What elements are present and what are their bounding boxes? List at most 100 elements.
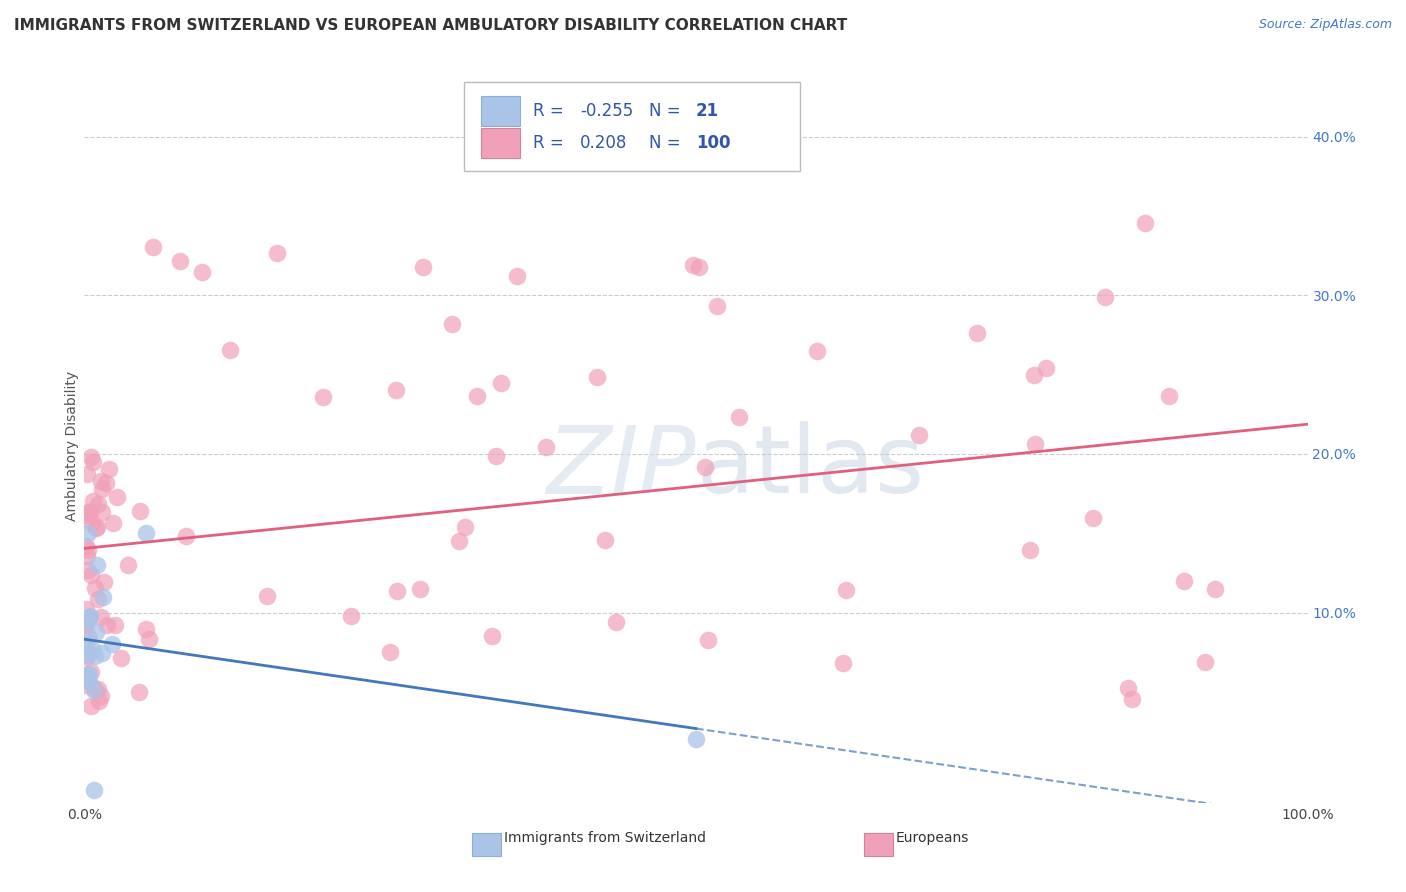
Point <box>412 260 434 274</box>
Point <box>117 558 139 573</box>
FancyBboxPatch shape <box>863 833 893 855</box>
Point <box>75 668 97 682</box>
Point <box>219 343 242 357</box>
Point <box>110 651 132 665</box>
Point <box>728 410 751 425</box>
Point <box>77 611 100 625</box>
Point <box>91 646 114 660</box>
Point <box>135 622 157 636</box>
FancyBboxPatch shape <box>481 128 520 158</box>
Text: atlas: atlas <box>696 421 924 514</box>
Point <box>605 615 627 629</box>
Point <box>1116 681 1139 695</box>
Point <box>79 666 101 681</box>
Point <box>1081 510 1104 524</box>
Point <box>685 732 707 747</box>
Point <box>706 299 728 313</box>
Point <box>76 549 98 563</box>
FancyBboxPatch shape <box>481 95 520 126</box>
Point <box>586 370 609 384</box>
Point <box>835 582 858 597</box>
Point <box>1121 692 1143 706</box>
Point <box>77 610 100 624</box>
Point <box>86 558 108 572</box>
Point <box>387 583 409 598</box>
Point <box>1204 582 1226 596</box>
Point <box>80 568 103 582</box>
Point <box>441 318 464 332</box>
Point <box>340 609 363 624</box>
Text: R =: R = <box>533 102 569 120</box>
Point <box>1194 655 1216 669</box>
Point <box>593 533 616 547</box>
Point <box>75 616 97 631</box>
Point <box>453 520 475 534</box>
Point <box>385 384 408 398</box>
Point <box>105 491 128 505</box>
Point <box>104 618 127 632</box>
Point <box>75 641 97 656</box>
Point <box>682 258 704 272</box>
Point <box>75 678 97 692</box>
Point <box>695 460 717 475</box>
Point <box>75 648 97 662</box>
Point <box>76 668 98 682</box>
Point <box>101 516 124 530</box>
Point <box>77 505 100 519</box>
Point <box>80 665 103 679</box>
Point <box>82 455 104 469</box>
Point <box>90 609 112 624</box>
Y-axis label: Ambulatory Disability: Ambulatory Disability <box>65 371 79 521</box>
Point <box>142 240 165 254</box>
Point <box>75 671 97 685</box>
Point <box>256 590 278 604</box>
Point <box>86 519 108 533</box>
Text: R =: R = <box>533 134 569 152</box>
FancyBboxPatch shape <box>464 82 800 171</box>
Point <box>97 462 120 476</box>
Point <box>312 390 335 404</box>
Text: ZIP: ZIP <box>547 422 696 513</box>
Point <box>87 592 110 607</box>
Point <box>128 684 150 698</box>
Point <box>76 613 98 627</box>
Point <box>409 582 432 596</box>
Point <box>908 427 931 442</box>
Point <box>688 260 710 274</box>
Point <box>77 632 100 646</box>
Text: 0.208: 0.208 <box>579 134 627 152</box>
Point <box>174 529 197 543</box>
Point <box>79 609 101 624</box>
Text: IMMIGRANTS FROM SWITZERLAND VS EUROPEAN AMBULATORY DISABILITY CORRELATION CHART: IMMIGRANTS FROM SWITZERLAND VS EUROPEAN … <box>14 18 848 33</box>
Point <box>128 504 150 518</box>
Text: Europeans: Europeans <box>896 831 969 846</box>
Point <box>169 254 191 268</box>
Text: 21: 21 <box>696 102 718 120</box>
Point <box>96 618 118 632</box>
Point <box>93 575 115 590</box>
Point <box>82 643 104 657</box>
Point <box>1024 437 1046 451</box>
Point <box>79 674 101 689</box>
Point <box>94 475 117 490</box>
Text: N =: N = <box>650 134 686 152</box>
Point <box>1157 389 1180 403</box>
Point <box>138 632 160 646</box>
Point <box>77 629 100 643</box>
Point <box>1024 368 1046 382</box>
Point <box>77 526 100 541</box>
Point <box>90 474 112 488</box>
FancyBboxPatch shape <box>472 833 502 855</box>
Point <box>491 376 513 391</box>
Text: 100: 100 <box>696 134 731 152</box>
Point <box>84 648 107 663</box>
Point <box>465 389 488 403</box>
Point <box>76 650 98 665</box>
Point <box>75 539 97 553</box>
Point <box>76 542 98 557</box>
Point <box>534 440 557 454</box>
Point <box>831 657 853 671</box>
Point <box>966 326 988 341</box>
Point <box>84 581 107 595</box>
Text: N =: N = <box>650 102 686 120</box>
